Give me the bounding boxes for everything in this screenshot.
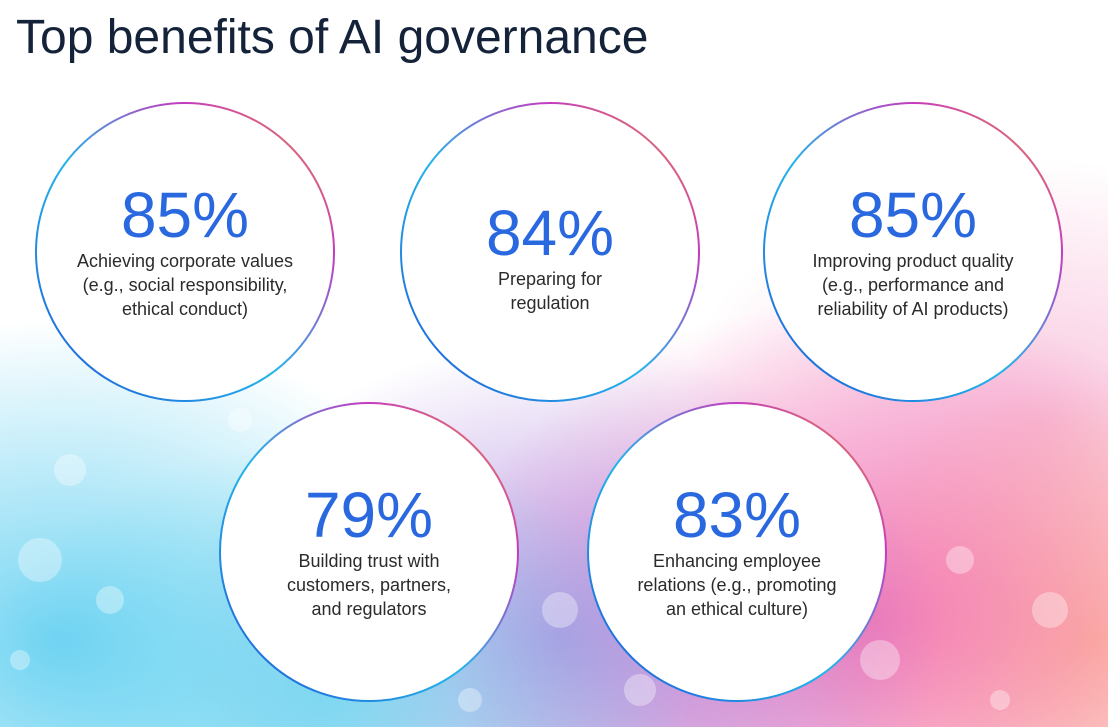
benefit-label: Preparing for: [498, 269, 602, 289]
benefit-label: Improving product quality: [812, 251, 1013, 271]
benefit-label: and regulators: [311, 599, 426, 619]
benefit-card: 84%Preparing for regulation: [400, 102, 700, 402]
percentage: 83%: [673, 479, 801, 551]
card-circle: [219, 402, 519, 702]
benefit-card: 85%Improving product quality (e.g., perfo…: [763, 102, 1063, 402]
benefit-label: customers, partners,: [287, 575, 451, 595]
percentage: 79%: [305, 479, 433, 551]
benefit-label: Achieving corporate values: [77, 251, 293, 271]
benefit-card: 85%Achieving corporate values (e.g., soci…: [35, 102, 335, 402]
benefit-label: Enhancing employee: [653, 551, 821, 571]
benefit-card: 79%Building trust with customers, partner…: [219, 402, 519, 702]
benefit-label: reliability of AI products): [817, 299, 1008, 319]
title: Top benefits of AI governance: [16, 11, 648, 64]
benefit-label: (e.g., social responsibility,: [83, 275, 288, 295]
bokeh: [10, 408, 1068, 712]
benefit-label: relations (e.g., promoting: [637, 575, 836, 595]
percentage: 84%: [486, 197, 614, 269]
benefit-label: an ethical culture): [666, 599, 808, 619]
card-circle: [587, 402, 887, 702]
percentage: 85%: [121, 179, 249, 251]
benefit-label: Building trust with: [298, 551, 439, 571]
benefit-label: (e.g., performance and: [822, 275, 1004, 295]
card-circle: [35, 102, 335, 402]
benefit-label: regulation: [510, 293, 589, 313]
card-circle: [400, 102, 700, 402]
card-circle: [763, 102, 1063, 402]
benefit-label: ethical conduct): [122, 299, 248, 319]
percentage: 85%: [849, 179, 977, 251]
benefit-card: 83%Enhancing employee relations (e.g., pr…: [587, 402, 887, 702]
items: 85%Achieving corporate values(e.g., soci…: [35, 102, 1063, 702]
